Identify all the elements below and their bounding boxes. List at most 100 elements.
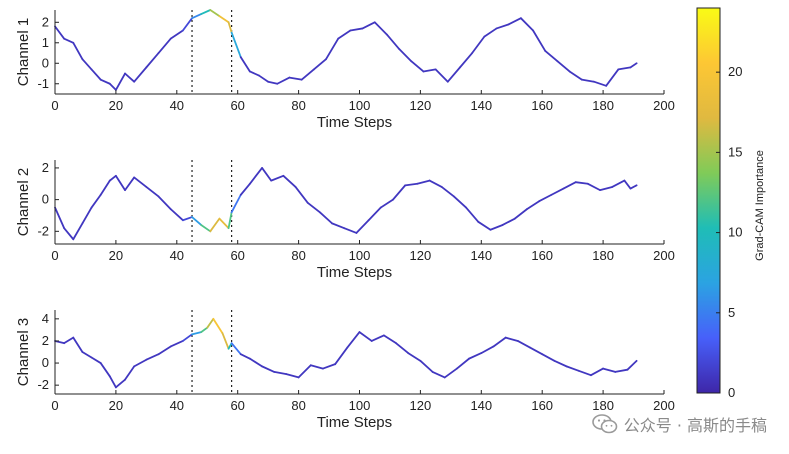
series-segment	[157, 345, 172, 356]
series-segment	[200, 224, 212, 233]
x-tick-label: 160	[531, 398, 553, 413]
series-segment	[382, 334, 397, 345]
watermark: 公众号 · 高斯的手稿	[591, 412, 767, 436]
series-segment	[550, 187, 565, 196]
series-segment	[115, 174, 126, 192]
y-tick-label: -2	[37, 377, 49, 392]
y-axis-label: Channel 3	[15, 318, 32, 386]
series-segment	[157, 37, 172, 54]
series-segment	[507, 17, 522, 26]
series-segment	[294, 186, 309, 204]
series-segment	[443, 367, 458, 379]
series-segment	[379, 198, 394, 209]
series-segment	[99, 78, 111, 85]
series-segment	[72, 336, 84, 353]
series-segment	[239, 353, 251, 360]
series-segment	[54, 206, 66, 230]
y-tick-label: -2	[37, 223, 49, 238]
series-line-channel-3	[54, 317, 638, 389]
watermark-text: 公众号 · 高斯的手稿	[623, 416, 767, 435]
y-tick-label: 2	[42, 333, 49, 348]
series-segment	[392, 184, 407, 201]
x-tick-label: 160	[531, 98, 553, 113]
series-segment	[541, 353, 556, 362]
series-segment	[312, 58, 327, 71]
y-tick-label: 0	[42, 55, 49, 70]
series-segment	[258, 74, 270, 83]
series-segment	[63, 37, 75, 44]
series-segment	[471, 35, 486, 54]
x-tick-label: 20	[109, 398, 123, 413]
series-segment	[218, 217, 230, 230]
series-segment	[526, 200, 541, 211]
series-segment	[230, 342, 242, 356]
series-segment	[191, 13, 203, 20]
series-line-channel-2	[54, 167, 638, 241]
series-segment	[227, 342, 233, 350]
series-segment	[212, 317, 224, 335]
series-segment	[191, 216, 203, 226]
series-segment	[108, 82, 117, 91]
series-segment	[325, 37, 340, 61]
series-segment	[434, 68, 449, 83]
series-segment	[431, 370, 446, 379]
series-segment	[124, 365, 136, 381]
series-segment	[115, 378, 126, 389]
series-segment	[63, 227, 75, 241]
y-tick-label: -1	[37, 76, 49, 91]
x-tick-label: 40	[170, 398, 184, 413]
series-segment	[544, 50, 559, 63]
series-segment	[468, 352, 483, 360]
series-segment	[605, 68, 620, 87]
colorbar-tick-label: 15	[728, 144, 742, 159]
series-segment	[230, 31, 242, 59]
series-segment	[428, 179, 443, 188]
series-segment	[602, 367, 617, 373]
series-segment	[124, 176, 136, 192]
series-segment	[611, 179, 626, 188]
x-tick-label: 140	[470, 248, 492, 263]
x-tick-label: 100	[349, 98, 371, 113]
x-tick-label: 40	[170, 248, 184, 263]
series-segment	[593, 80, 608, 87]
series-segment	[513, 208, 528, 220]
series-segment	[169, 208, 184, 222]
series-segment	[267, 80, 279, 85]
series-segment	[90, 356, 102, 364]
series-segment	[81, 58, 93, 71]
series-segment	[370, 334, 385, 342]
series-segment	[422, 68, 437, 73]
series-segment	[504, 336, 519, 342]
series-segment	[501, 217, 516, 226]
colorbar-label: Grad-CAM Importance	[754, 150, 766, 261]
series-segment	[419, 359, 434, 373]
series-segment	[465, 206, 480, 223]
series-segment	[629, 62, 638, 69]
series-segment	[99, 362, 111, 378]
series-segment	[239, 182, 251, 196]
x-tick-label: 120	[410, 248, 432, 263]
y-axis-label: Channel 2	[15, 168, 32, 236]
series-segment	[181, 17, 193, 32]
series-segment	[72, 41, 84, 61]
series-segment	[209, 217, 221, 233]
series-segment	[285, 373, 300, 379]
series-segment	[343, 227, 358, 234]
series-segment	[355, 219, 370, 234]
series-segment	[452, 195, 467, 209]
y-tick-label: 0	[42, 355, 49, 370]
series-segment	[483, 27, 498, 38]
series-segment	[133, 66, 148, 83]
series-segment	[334, 346, 349, 366]
x-axis-label: Time Steps	[317, 414, 392, 431]
series-segment	[456, 357, 471, 370]
series-segment	[416, 179, 431, 185]
series-segment	[395, 342, 410, 355]
series-segment	[358, 331, 373, 342]
x-tick-label: 180	[592, 398, 614, 413]
series-segment	[145, 52, 160, 69]
series-segment	[108, 375, 117, 389]
series-segment	[145, 353, 160, 361]
series-line-channel-1	[54, 9, 638, 91]
